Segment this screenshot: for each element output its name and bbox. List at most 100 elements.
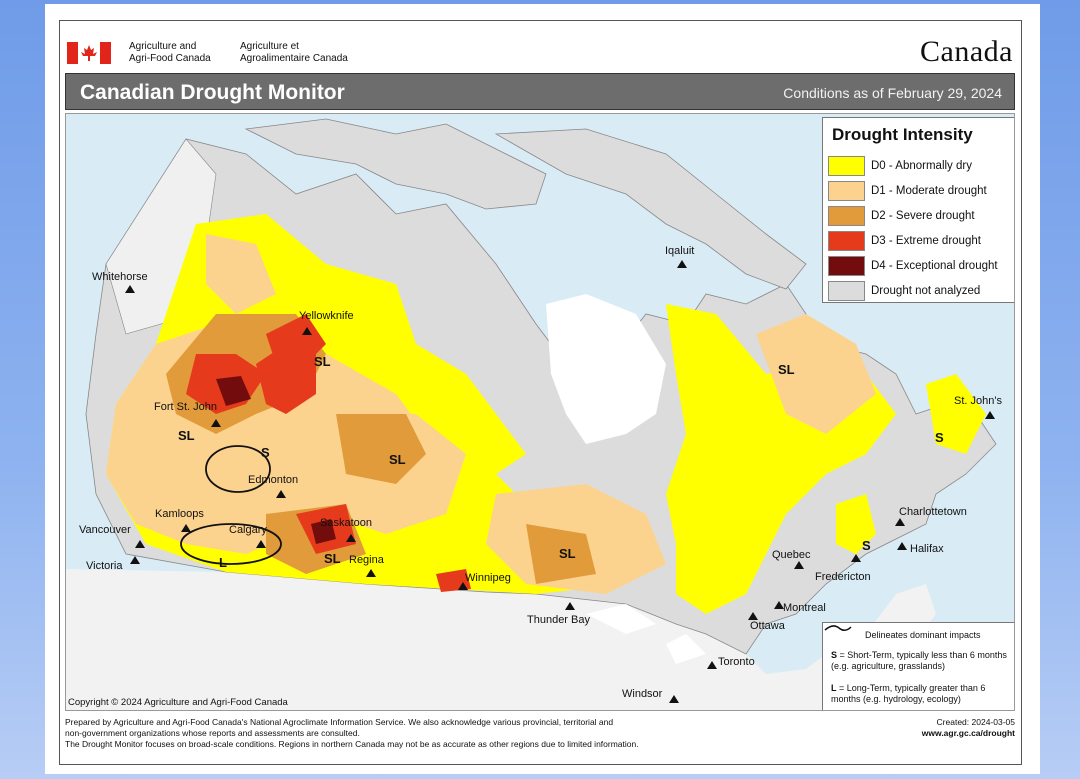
- city-label-victoria: Victoria: [86, 560, 123, 572]
- legend-swatch-d2: [828, 206, 865, 226]
- impact-code-saskatchewan: SL: [389, 452, 406, 467]
- government-header: Agriculture and Agri-Food Canada Agricul…: [60, 21, 1021, 71]
- city-marker-fredericton: [851, 554, 861, 562]
- footer-created: Created: 2024-03-05 www.agr.gc.ca/drough…: [922, 717, 1015, 739]
- map-copyright: Copyright © 2024 Agriculture and Agri-Fo…: [68, 697, 288, 708]
- impact-code-edmonton: S: [261, 445, 270, 460]
- impact-code-fort-st-john: SL: [178, 428, 195, 443]
- city-label-fredericton: Fredericton: [815, 571, 871, 583]
- city-marker-yellowknife: [302, 327, 312, 335]
- city-marker-quebec: [794, 561, 804, 569]
- department-name-english: Agriculture and Agri-Food Canada: [129, 41, 239, 65]
- impact-line-label: Delineates dominant impacts: [865, 630, 981, 640]
- footer: Prepared by Agriculture and Agri-Food Ca…: [65, 715, 1015, 761]
- footer-note-line3: The Drought Monitor focuses on broad-sca…: [65, 739, 639, 749]
- city-label-regina: Regina: [349, 554, 384, 566]
- legend-item-d1: D1 - Moderate drought: [828, 181, 1014, 203]
- arctic-islands: [244, 118, 547, 210]
- city-marker-vancouver: [135, 540, 145, 548]
- city-label-st-johns: St. John's: [954, 395, 1002, 407]
- city-marker-saskatoon: [346, 534, 356, 542]
- city-label-thunder-bay: Thunder Bay: [527, 614, 590, 626]
- city-marker-kamloops: [181, 524, 191, 532]
- city-label-vancouver: Vancouver: [79, 524, 131, 536]
- city-marker-halifax: [897, 542, 907, 550]
- city-label-edmonton: Edmonton: [248, 474, 299, 486]
- drought-intensity-legend: Drought Intensity D0 - Abnormally dry D1…: [822, 117, 1014, 303]
- legend-label-d4: D4 - Exceptional drought: [871, 260, 998, 272]
- legend-swatch-d1: [828, 181, 865, 201]
- d4-bc: [216, 376, 251, 406]
- footer-note: Prepared by Agriculture and Agri-Food Ca…: [65, 717, 865, 750]
- impact-legend: Delineates dominant impacts S = Short-Te…: [822, 622, 1014, 710]
- lake-superior: [586, 604, 656, 634]
- city-label-yellowknife: Yellowknife: [299, 310, 354, 322]
- created-date: Created: 2024-03-05: [936, 717, 1015, 727]
- page-title: Canadian Drought Monitor: [80, 81, 345, 104]
- d1-labrador: [756, 314, 876, 434]
- usa-landmass: [66, 569, 936, 710]
- city-marker-victoria: [130, 556, 140, 564]
- city-marker-calgary: [256, 540, 266, 548]
- drought-monitor-sheet: Agriculture and Agri-Food Canada Agricul…: [59, 20, 1022, 765]
- dept-fr-line2: Agroalimentaire Canada: [240, 53, 348, 64]
- city-label-charlottetown: Charlottetown: [899, 506, 967, 518]
- city-label-montreal: Montreal: [783, 602, 826, 614]
- legend-swatch-not-analyzed: [828, 281, 865, 301]
- city-marker-st-johns: [985, 411, 995, 419]
- city-marker-thunder-bay: [565, 602, 575, 610]
- department-name-french: Agriculture et Agroalimentaire Canada: [240, 41, 380, 65]
- impact-s-text: = Short-Term, typically less than 6 mont…: [831, 650, 1007, 671]
- impact-long-term: L = Long-Term, typically greater than 6 …: [831, 683, 1011, 705]
- legend-item-d2: D2 - Severe drought: [828, 206, 1014, 228]
- legend-item-d4: D4 - Exceptional drought: [828, 256, 1014, 278]
- legend-swatch-d3: [828, 231, 865, 251]
- d1-northern-bc: [206, 234, 276, 314]
- city-marker-winnipeg: [458, 582, 468, 590]
- city-marker-toronto: [707, 661, 717, 669]
- footer-note-line2: non-government organizations whose repor…: [65, 728, 360, 738]
- title-bar: Canadian Drought Monitor Conditions as o…: [65, 73, 1015, 110]
- city-label-ottawa: Ottawa: [750, 620, 785, 632]
- impact-code-saskatoon: SL: [324, 551, 341, 566]
- impact-outline-southern-bc: [180, 523, 282, 565]
- city-label-winnipeg: Winnipeg: [465, 572, 511, 584]
- conditions-date: Conditions as of February 29, 2024: [783, 85, 1002, 101]
- legend-item-not-analyzed: Drought not analyzed: [828, 281, 1014, 303]
- d0-maritimes: [836, 494, 876, 554]
- map-canvas: [66, 118, 997, 710]
- legend-label-not-analyzed: Drought not analyzed: [871, 285, 981, 297]
- city-label-halifax: Halifax: [910, 543, 944, 555]
- website-link[interactable]: www.agr.gc.ca/drought: [921, 728, 1015, 738]
- legend-swatch-d0: [828, 156, 865, 176]
- baffin-island: [494, 128, 807, 290]
- hudson-bay: [546, 294, 666, 444]
- footer-note-line1: Prepared by Agriculture and Agri-Food Ca…: [65, 717, 614, 727]
- impact-code-southern-bc: L: [219, 555, 227, 570]
- legend-label-d2: D2 - Severe drought: [871, 210, 975, 222]
- city-label-saskatoon: Saskatoon: [320, 517, 372, 529]
- city-label-whitehorse: Whitehorse: [92, 271, 148, 283]
- impact-line-icon: [824, 625, 852, 631]
- canada-wordmark-text: Canada: [920, 35, 1013, 68]
- d0-newfoundland: [926, 374, 986, 454]
- city-marker-whitehorse: [125, 285, 135, 293]
- impact-l-text: = Long-Term, typically greater than 6 mo…: [831, 683, 986, 704]
- city-label-quebec: Quebec: [772, 549, 811, 561]
- impact-code-maritimes: S: [862, 538, 871, 553]
- city-label-iqaluit: Iqaluit: [665, 245, 695, 257]
- d2-ontario: [526, 524, 596, 584]
- city-marker-edmonton: [276, 490, 286, 498]
- legend-item-d0: D0 - Abnormally dry: [828, 156, 1014, 178]
- legend-label-d3: D3 - Extreme drought: [871, 235, 981, 247]
- d4-alberta: [311, 519, 336, 544]
- legend-label-d1: D1 - Moderate drought: [871, 185, 987, 197]
- impact-code-newfoundland: S: [935, 430, 944, 445]
- city-marker-ottawa: [748, 612, 758, 620]
- legend-label-d0: D0 - Abnormally dry: [871, 160, 972, 172]
- impact-code-yellowknife: SL: [314, 354, 331, 369]
- legend-swatch-d4: [828, 256, 865, 276]
- city-marker-fort-st-john: [211, 419, 221, 427]
- dept-en-line1: Agriculture and: [129, 41, 197, 52]
- legend-title: Drought Intensity: [832, 125, 973, 144]
